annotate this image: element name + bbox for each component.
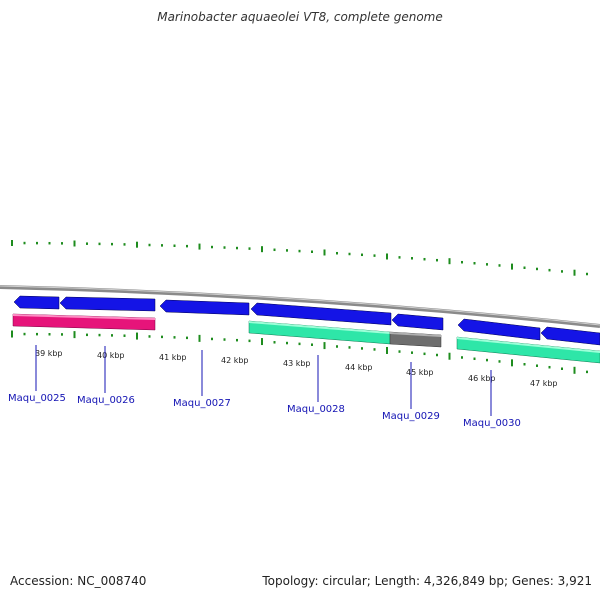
genome-summary-text: Topology: circular; Length: 4,326,849 bp… <box>262 574 592 588</box>
gene-label[interactable]: Maqu_0025 <box>8 393 66 404</box>
gene-arrow[interactable] <box>59 296 156 312</box>
feature-bar-pink-highlight <box>13 314 155 320</box>
kbp-label: 46 kbp <box>468 374 496 383</box>
gene-label[interactable]: Maqu_0029 <box>382 411 440 422</box>
gene-labels: Maqu_0025 Maqu_0026 Maqu_0027 Maqu_0028 … <box>8 393 521 429</box>
kbp-label: 41 kbp <box>159 353 187 362</box>
kbp-label: 45 kbp <box>406 368 434 377</box>
accession-text: Accession: NC_008740 <box>10 574 147 588</box>
gene-label[interactable]: Maqu_0030 <box>463 418 521 429</box>
gene-arrow[interactable] <box>159 299 250 316</box>
kbp-label: 39 kbp <box>35 349 63 358</box>
genome-backbone-highlight <box>0 285 600 326</box>
kbp-label: 40 kbp <box>97 351 125 360</box>
gene-arrow[interactable] <box>391 313 444 331</box>
gene-label[interactable]: Maqu_0028 <box>287 404 345 415</box>
gene-arrow[interactable] <box>13 295 60 310</box>
upper-tick-row <box>11 240 588 276</box>
gene-label[interactable]: Maqu_0026 <box>77 395 135 406</box>
lower-tick-row <box>11 330 588 374</box>
kbp-label: 47 kbp <box>530 379 558 388</box>
feature-bar-gray-highlight <box>390 332 441 337</box>
gene-arrow[interactable] <box>457 318 541 341</box>
kbp-label: 43 kbp <box>283 359 311 368</box>
gene-label[interactable]: Maqu_0027 <box>173 398 231 409</box>
feature-bar-green-highlight <box>249 321 390 334</box>
gene-arrow[interactable] <box>540 326 600 346</box>
gene-arrow[interactable] <box>250 302 392 326</box>
gene-leader-lines <box>35 345 492 416</box>
kbp-scale-labels: 39 kbp 40 kbp 41 kbp 42 kbp 43 kbp 44 kb… <box>35 349 558 388</box>
kbp-label: 44 kbp <box>345 363 373 372</box>
genome-backbone <box>0 285 600 328</box>
gene-arrow-track <box>13 295 600 346</box>
feature-bar-green-highlight <box>457 337 600 353</box>
kbp-label: 42 kbp <box>221 356 249 365</box>
genome-title: Marinobacter aquaeolei VT8, complete gen… <box>157 10 443 24</box>
feature-track <box>12 313 600 364</box>
